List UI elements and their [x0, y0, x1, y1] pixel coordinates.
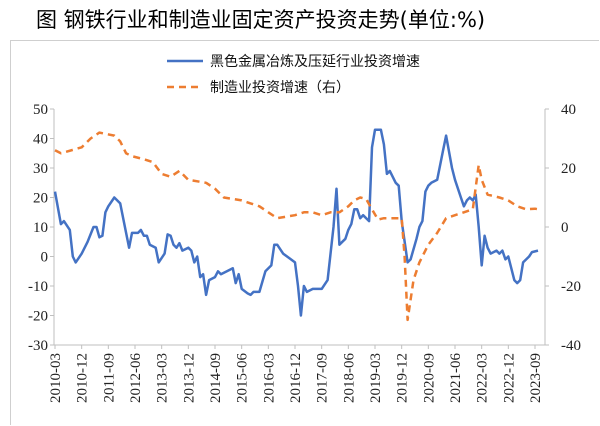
legend-label: 制造业投资增速（右） — [210, 80, 350, 96]
left-tick-label: 10 — [33, 220, 48, 236]
right-tick-label: 0 — [561, 220, 569, 236]
x-tick-label: 2017-09 — [315, 353, 331, 403]
right-tick-label: 20 — [561, 161, 576, 177]
chart-title: 图 钢铁行业和制造业固定资产投资走势(单位:%) — [36, 8, 486, 32]
left-tick-label: 0 — [41, 250, 49, 266]
x-tick-label: 2022-03 — [475, 353, 491, 403]
x-tick-label: 2016-12 — [288, 353, 304, 403]
right-tick-label: -20 — [561, 279, 581, 295]
series-line-steel — [53, 128, 539, 317]
x-tick-label: 2013-03 — [155, 353, 171, 403]
x-tick-label: 2018-06 — [341, 353, 357, 403]
x-tick-label: 2019-12 — [395, 353, 411, 403]
right-tick-label: -40 — [561, 338, 581, 354]
x-tick-label: 2022-12 — [501, 353, 517, 403]
x-tick-label: 2021-06 — [448, 353, 464, 403]
x-tick-label: 2011-09 — [101, 353, 117, 402]
legend-label: 黑色金属冶炼及压延行业投资增速 — [210, 53, 420, 70]
chart-frame — [10, 40, 599, 425]
left-tick-label: 50 — [33, 102, 48, 118]
x-tick-label: 2012-06 — [128, 353, 144, 403]
x-tick-label: 2023-09 — [528, 353, 544, 403]
x-tick-label: 2015-06 — [235, 353, 251, 403]
left-tick-label: 30 — [33, 161, 48, 177]
left-tick-label: -20 — [28, 309, 48, 325]
x-tick-label: 2020-09 — [421, 353, 437, 403]
x-tick-label: 2010-12 — [75, 353, 91, 403]
x-tick-label: 2016-03 — [261, 353, 277, 403]
x-tick-label: 2013-12 — [181, 353, 197, 403]
x-tick-label: 2019-03 — [368, 353, 384, 403]
series-line-manufacturing — [54, 131, 539, 322]
left-tick-label: -10 — [28, 279, 48, 295]
left-tick-label: -30 — [28, 338, 48, 354]
left-tick-label: 40 — [33, 132, 48, 148]
right-tick-label: 40 — [561, 102, 576, 118]
x-tick-label: 2010-03 — [48, 353, 64, 403]
x-tick-label: 2014-09 — [208, 353, 224, 403]
left-tick-label: 20 — [33, 191, 48, 207]
